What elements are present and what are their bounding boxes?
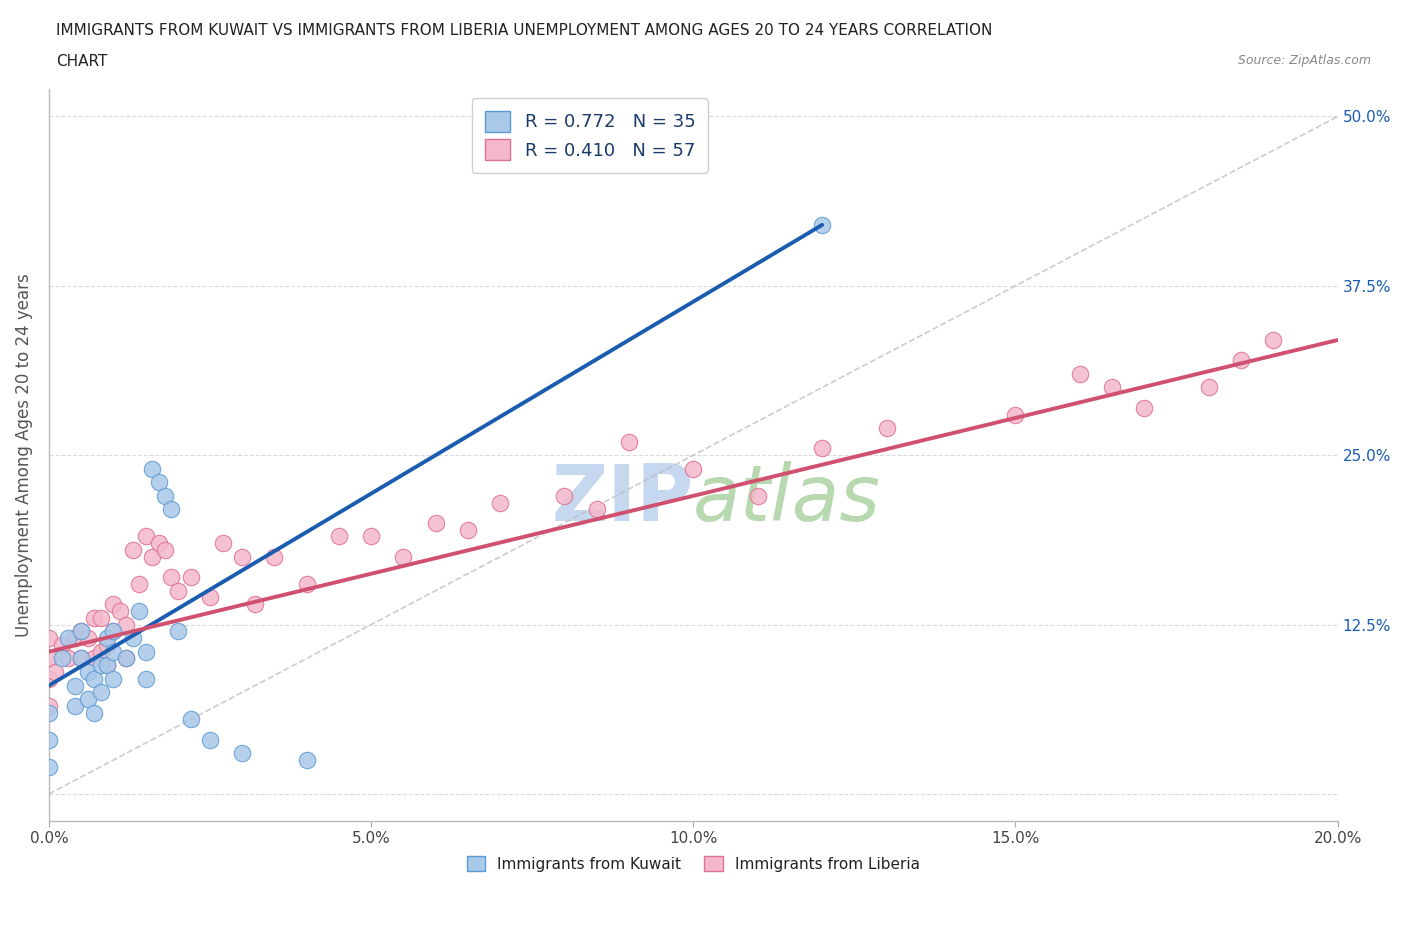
Point [1133, 400, 1156, 415]
Point [135, 644, 157, 659]
Point [38, 698, 60, 713]
Point [141, 461, 163, 476]
Point [70, 651, 93, 666]
Point [876, 420, 898, 435]
Point [96, 658, 118, 672]
Point [89, 684, 111, 699]
Point [76, 665, 98, 680]
Point [89, 658, 111, 672]
Point [96, 637, 118, 652]
Text: Source: ZipAtlas.com: Source: ZipAtlas.com [1237, 54, 1371, 67]
Point [83, 651, 105, 666]
Point [1263, 333, 1285, 348]
Point [141, 550, 163, 565]
Point [103, 671, 125, 686]
Point [198, 590, 221, 604]
Point [83, 671, 105, 686]
Point [1101, 380, 1123, 395]
Point [103, 644, 125, 659]
Point [38, 760, 60, 775]
Point [115, 651, 138, 666]
Point [76, 631, 98, 645]
Y-axis label: Unemployment Among Ages 20 to 24 years: Unemployment Among Ages 20 to 24 years [15, 273, 32, 637]
Point [457, 523, 479, 538]
Point [682, 461, 704, 476]
Point [328, 529, 350, 544]
Text: IMMIGRANTS FROM KUWAIT VS IMMIGRANTS FROM LIBERIA UNEMPLOYMENT AMONG AGES 20 TO : IMMIGRANTS FROM KUWAIT VS IMMIGRANTS FRO… [56, 23, 993, 38]
Point [38, 631, 60, 645]
Point [1198, 380, 1220, 395]
Point [585, 502, 607, 517]
Point [103, 624, 125, 639]
Point [89, 644, 111, 659]
Point [76, 692, 98, 707]
Point [58, 651, 80, 666]
Point [148, 536, 170, 551]
Text: ZIP: ZIP [551, 461, 693, 538]
Point [295, 577, 318, 591]
Point [180, 712, 202, 727]
Legend: Immigrants from Kuwait, Immigrants from Liberia: Immigrants from Kuwait, Immigrants from … [460, 848, 928, 879]
Point [747, 488, 769, 503]
Point [360, 529, 382, 544]
Point [166, 583, 188, 598]
Point [1069, 366, 1091, 381]
Point [212, 536, 235, 551]
Point [1230, 352, 1253, 367]
Point [1004, 407, 1026, 422]
Point [617, 434, 640, 449]
Point [38, 705, 60, 720]
Point [231, 746, 253, 761]
Point [38, 671, 60, 686]
Point [38, 651, 60, 666]
Point [425, 515, 447, 530]
Point [180, 570, 202, 585]
Point [63, 631, 86, 645]
Point [58, 631, 80, 645]
Point [70, 624, 93, 639]
Text: CHART: CHART [56, 54, 108, 69]
Text: atlas: atlas [693, 461, 882, 538]
Point [231, 550, 253, 565]
Point [63, 678, 86, 693]
Point [295, 752, 318, 767]
Point [96, 631, 118, 645]
Point [51, 637, 73, 652]
Point [135, 529, 157, 544]
Point [489, 495, 512, 510]
Point [83, 610, 105, 625]
Point [148, 475, 170, 490]
Point [392, 550, 415, 565]
Point [44, 665, 66, 680]
Point [153, 488, 176, 503]
Point [243, 597, 266, 612]
Point [83, 705, 105, 720]
Point [108, 604, 131, 618]
Point [51, 651, 73, 666]
Point [263, 550, 285, 565]
Point [811, 218, 834, 232]
Point [811, 441, 834, 456]
Point [153, 542, 176, 557]
Point [115, 618, 138, 632]
Point [135, 671, 157, 686]
Point [160, 502, 183, 517]
Point [89, 610, 111, 625]
Point [96, 658, 118, 672]
Point [121, 542, 143, 557]
Point [115, 651, 138, 666]
Point [70, 651, 93, 666]
Point [63, 698, 86, 713]
Point [38, 732, 60, 747]
Point [198, 732, 221, 747]
Point [103, 597, 125, 612]
Point [166, 624, 188, 639]
Point [553, 488, 575, 503]
Point [70, 624, 93, 639]
Point [128, 577, 150, 591]
Point [128, 604, 150, 618]
Point [160, 570, 183, 585]
Point [103, 624, 125, 639]
Point [121, 631, 143, 645]
